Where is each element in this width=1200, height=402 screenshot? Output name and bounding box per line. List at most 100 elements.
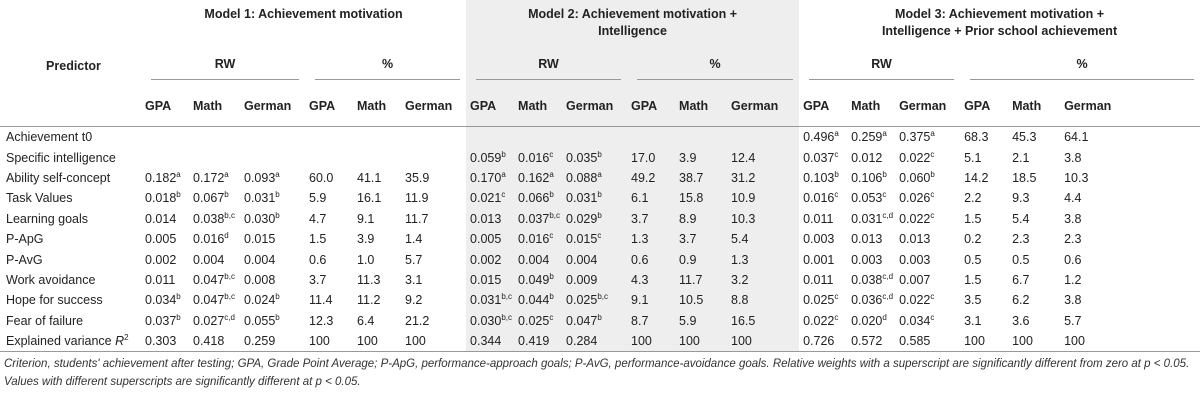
data-cell (401, 147, 466, 167)
data-cell: 0.055b (240, 311, 305, 331)
data-cell (189, 127, 240, 148)
data-cell: 0.022c (895, 209, 960, 229)
cell-value: 0.022 (803, 313, 835, 328)
significance-superscript: c (930, 312, 935, 322)
data-cell: 5.9 (305, 188, 353, 208)
cell-value: 15.8 (679, 191, 704, 206)
cell-value: 45.3 (1012, 130, 1037, 145)
table-row: P-AvG 0.002 0.004 0.004 0.6 1.0 5.7 0.002 0.004 0… (0, 249, 1200, 270)
data-cell: 100 (727, 330, 800, 353)
cell-value: 0.047 (193, 293, 225, 308)
data-cell: 38.7 (675, 167, 728, 189)
cell-value: 21.2 (405, 313, 430, 328)
cell-value: 11.7 (405, 211, 429, 226)
data-cell: 0.003 (895, 249, 960, 269)
cell-value: 0.013 (851, 232, 883, 247)
data-cell: 0.013 (895, 229, 960, 249)
data-cell: 21.2 (401, 311, 466, 331)
data-cell: 0.303 (141, 330, 189, 353)
data-cell: 3.5 (960, 290, 1008, 310)
significance-superscript: b (549, 190, 554, 200)
data-cell: 0.016c (514, 147, 563, 168)
data-cell: 0.182a (141, 168, 189, 188)
significance-superscript: c (834, 292, 839, 302)
data-cell: 0.011 (141, 270, 189, 290)
subject-header: Math (514, 85, 563, 127)
cell-value: 60.0 (309, 170, 334, 185)
data-cell: 0.066b (514, 188, 563, 209)
cell-value: 16.1 (357, 191, 382, 206)
cell-value: 9.2 (405, 293, 423, 308)
data-cell: 100 (305, 330, 353, 353)
cell-value: 35.9 (405, 170, 430, 185)
cell-value: 0.375 (899, 130, 931, 145)
data-cell: 11.3 (353, 270, 401, 290)
data-cell (240, 127, 305, 148)
cell-value: 0.026 (899, 191, 931, 206)
significance-superscript: b (549, 271, 554, 281)
cell-value: 0.004 (566, 252, 598, 267)
cell-value: 0.9 (679, 252, 697, 267)
data-cell: 0.284 (562, 330, 628, 353)
data-cell: 0.022c (799, 311, 847, 331)
cell-value: 14.2 (964, 170, 989, 185)
cell-value: 5.4 (1012, 211, 1030, 226)
cell-value: 0.030 (470, 313, 502, 328)
cell-value: 8.9 (679, 211, 697, 226)
cell-value: 0.038 (851, 272, 883, 287)
cell-value: 5.7 (405, 252, 423, 267)
data-cell (189, 147, 240, 167)
data-cell: 0.014 (141, 209, 189, 229)
significance-superscript: b (176, 292, 181, 302)
cell-value: 5.7 (1064, 313, 1082, 328)
data-cell: 14.2 (960, 168, 1008, 188)
subject-header: GPA (960, 85, 1009, 127)
predictor-label: Specific intelligence (0, 147, 141, 167)
data-cell (141, 147, 189, 167)
data-cell: 0.030b,c (466, 310, 515, 331)
blank-cell (0, 0, 141, 47)
cell-value: 31.2 (731, 170, 756, 185)
cell-value: 0.022 (899, 293, 931, 308)
group-label: RW (809, 53, 955, 80)
cell-value: 17.0 (631, 150, 656, 165)
cell-value: 0.020 (851, 313, 883, 328)
significance-superscript: b (501, 149, 506, 159)
cell-value: 0.022 (899, 150, 931, 165)
data-cell: 0.027c,d (189, 311, 240, 331)
significance-superscript: b (275, 312, 280, 322)
subject-header: Math (847, 85, 896, 127)
data-cell: 0.031b (240, 188, 305, 208)
data-cell: 1.3 (627, 228, 676, 250)
data-cell: 18.5 (1008, 168, 1060, 188)
significance-superscript: b (176, 312, 181, 322)
cell-value: 4.7 (309, 211, 327, 226)
cell-value: 0.025 (803, 293, 835, 308)
data-cell: 17.0 (627, 147, 676, 168)
predictor-label-text: Achievement t0 (6, 130, 93, 145)
data-cell: 8.9 (675, 208, 728, 229)
data-cell: 1.5 (960, 270, 1008, 290)
cell-value: 2.2 (964, 191, 982, 206)
cell-value: 0.031 (851, 211, 883, 226)
table-row: P-ApG 0.005 0.016d 0.015 1.5 3.9 1.4 0.005 0.016… (0, 228, 1200, 250)
data-cell: 6.4 (353, 311, 401, 331)
cell-value: 4.4 (1064, 191, 1082, 206)
data-cell (305, 127, 353, 148)
data-cell: 0.106b (847, 168, 895, 188)
significance-superscript: b (549, 292, 554, 302)
data-cell: 3.1 (960, 311, 1008, 331)
significance-superscript: b (597, 210, 602, 220)
data-cell: 3.1 (401, 270, 466, 290)
predictor-label: Fear of failure (0, 311, 141, 331)
data-cell: 0.037b (141, 311, 189, 331)
results-table: Model 1: Achievement motivation Model 2: … (0, 0, 1200, 353)
cell-value: 1.5 (309, 232, 327, 247)
data-cell: 10.3 (1060, 168, 1200, 188)
cell-value: 0.009 (566, 272, 598, 287)
significance-superscript: a (501, 169, 506, 179)
data-cell: 0.038c,d (847, 270, 895, 290)
data-cell: 100 (627, 330, 676, 353)
cell-value: 0.170 (470, 170, 502, 185)
significance-superscript: b (275, 190, 280, 200)
